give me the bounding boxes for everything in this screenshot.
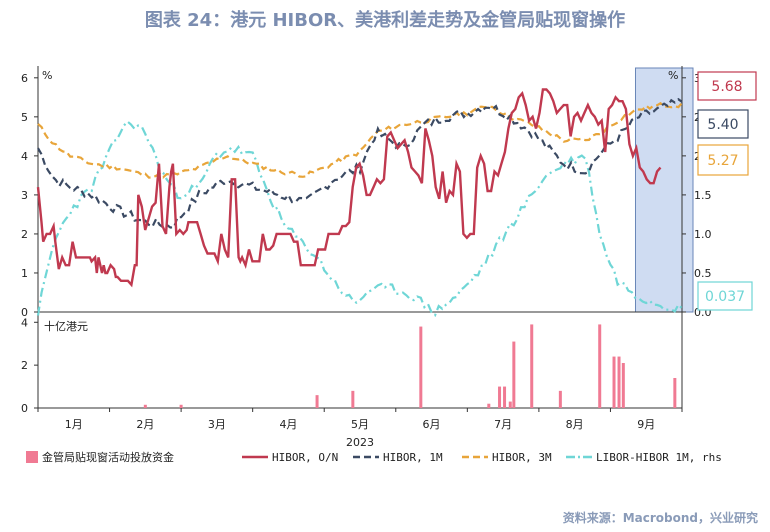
discount-window-bar <box>503 386 507 408</box>
left-tick-label: 4 <box>21 150 28 163</box>
discount-window-bar <box>508 401 512 408</box>
end-value-label: 5.68 <box>711 79 742 95</box>
discount-window-bar <box>621 363 625 408</box>
left-unit-label: % <box>42 69 52 82</box>
end-value-label: 5.40 <box>707 117 738 133</box>
right-tick-label: 0.5 <box>694 267 712 280</box>
bottom-tick-label: 0 <box>21 402 28 415</box>
series-line-hibor-on <box>36 88 662 288</box>
discount-window-bar <box>179 404 183 408</box>
legend-item-label: HIBOR, 3M <box>492 451 552 464</box>
discount-window-bar <box>612 356 616 408</box>
discount-window-bar <box>512 341 516 408</box>
discount-window-bar <box>558 390 562 408</box>
x-tick-label: 5月 <box>351 418 369 431</box>
end-value-label: 0.037 <box>705 289 745 305</box>
x-tick-label: 9月 <box>637 418 655 431</box>
chart-title: 图表 24：港元 HIBOR、美港利差走势及金管局贴现窗操作 <box>144 10 626 31</box>
x-tick-label: 8月 <box>566 418 584 431</box>
series-line-hibor-3m <box>37 101 683 179</box>
x-axis-label: 2023 <box>346 436 374 449</box>
series-line-libor-hibor-spread <box>36 119 683 317</box>
end-value-box <box>697 144 749 176</box>
x-tick-label: 4月 <box>279 418 297 431</box>
end-value-box <box>697 109 749 139</box>
right-tick-label: 1.5 <box>694 189 712 202</box>
x-tick-label: 2月 <box>136 418 154 431</box>
legend-item-label: LIBOR-HIBOR 1M, rhs <box>596 451 722 464</box>
left-tick-label: 1 <box>21 267 28 280</box>
left-tick-label: 2 <box>21 228 28 241</box>
bottom-unit-label: 十亿港元 <box>44 319 88 333</box>
end-value-label: 5.27 <box>707 153 738 169</box>
discount-window-bar <box>419 326 423 408</box>
highlight-band <box>634 67 694 313</box>
discount-window-bar <box>530 324 534 408</box>
end-value-box <box>697 71 757 101</box>
discount-window-bar <box>143 404 147 408</box>
right-tick-label: 1.0 <box>694 228 712 241</box>
discount-window-bar <box>617 356 621 408</box>
series-line-hibor-1m <box>37 97 683 229</box>
discount-window-bar <box>498 386 502 408</box>
x-tick-label: 7月 <box>494 418 512 431</box>
x-tick-label: 3月 <box>208 418 226 431</box>
right-unit-label: % <box>668 69 678 82</box>
left-tick-label: 5 <box>21 111 28 124</box>
legend-item-label: HIBOR, O/N <box>272 451 338 464</box>
x-tick-label: 1月 <box>65 418 83 431</box>
discount-window-bar <box>315 395 319 408</box>
legend-swatch-bar <box>26 451 38 463</box>
end-value-box <box>697 281 753 311</box>
bottom-tick-label: 2 <box>21 359 28 372</box>
discount-window-bar <box>673 378 677 408</box>
discount-window-bar <box>487 403 491 408</box>
source-note: 资料来源：Macrobond，兴业研究 <box>562 511 758 525</box>
bottom-tick-label: 4 <box>21 316 28 329</box>
legend-item-label: HIBOR, 1M <box>383 451 443 464</box>
left-tick-label: 0 <box>21 306 28 319</box>
left-tick-label: 6 <box>21 72 28 85</box>
discount-window-bar <box>598 324 602 408</box>
left-tick-label: 3 <box>21 189 28 202</box>
x-tick-label: 6月 <box>423 418 441 431</box>
discount-window-bar <box>351 390 355 408</box>
legend-item-label: 金管局贴现窗活动投放资金 <box>42 450 174 464</box>
